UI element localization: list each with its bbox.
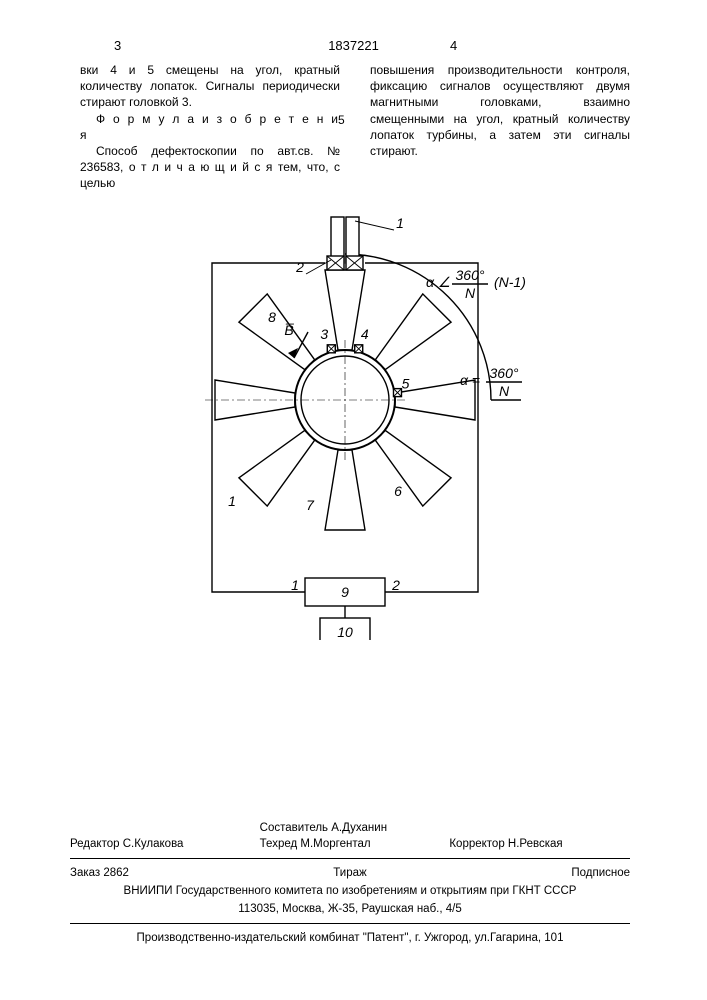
- svg-text:4: 4: [361, 326, 369, 342]
- column-left: вки 4 и 5 смещены на угол, кратный колич…: [80, 62, 340, 192]
- svg-text:1: 1: [291, 577, 299, 593]
- svg-text:2: 2: [295, 259, 304, 275]
- sep-2: [70, 923, 630, 924]
- institution-1: ВНИИПИ Государственного комитета по изоб…: [70, 883, 630, 899]
- svg-text:α ∠: α ∠: [426, 274, 450, 290]
- svg-text:N: N: [465, 285, 476, 301]
- page-number-left: 3: [114, 38, 121, 53]
- order-row: Заказ 2862 Тираж Подписное: [70, 865, 630, 881]
- svg-text:(N-1): (N-1): [494, 274, 526, 290]
- corrector: Корректор Н.Ревская: [449, 836, 630, 852]
- tech: Техред М.Моргентал: [260, 836, 450, 852]
- column-right: повышения производительности контроля, ф…: [370, 62, 630, 159]
- cred-right-blank: [449, 820, 630, 836]
- sep-1: [70, 858, 630, 859]
- svg-text:9: 9: [341, 584, 349, 600]
- order: Заказ 2862: [70, 865, 257, 881]
- svg-text:α =: α =: [460, 372, 480, 388]
- page-number-right: 4: [450, 38, 457, 53]
- compiler: Составитель А.Духанин: [260, 820, 450, 836]
- credits-row-2: Редактор С.Кулакова Техред М.Моргентал К…: [70, 836, 630, 852]
- formula-label: Ф о р м у л а и з о б р е т е н и я: [80, 111, 340, 143]
- svg-text:2: 2: [391, 577, 400, 593]
- svg-text:3: 3: [320, 326, 328, 342]
- svg-text:10: 10: [337, 624, 353, 640]
- svg-text:1: 1: [396, 215, 404, 231]
- credits-row-1: Составитель А.Духанин: [70, 820, 630, 836]
- para-left-2: Способ дефектоскопии по авт.св. № 236583…: [80, 143, 340, 192]
- svg-text:B̅: B̅: [284, 322, 295, 338]
- svg-text:8: 8: [268, 309, 276, 325]
- doc-number: 1837221: [0, 38, 707, 53]
- svg-text:360°: 360°: [456, 267, 485, 283]
- editor: Редактор С.Кулакова: [70, 836, 260, 852]
- institution-2: 113035, Москва, Ж-35, Раушская наб., 4/5: [70, 901, 630, 917]
- svg-text:360°: 360°: [490, 365, 519, 381]
- svg-text:1: 1: [228, 493, 236, 509]
- svg-text:5: 5: [402, 376, 410, 392]
- page: 1837221 3 4 5 вки 4 и 5 смещены на угол,…: [0, 0, 707, 1000]
- credits: Составитель А.Духанин Редактор С.Кулаков…: [70, 820, 630, 947]
- producer: Производственно-издательский комбинат "П…: [70, 930, 630, 946]
- para-right-1: повышения производительности контроля, ф…: [370, 62, 630, 159]
- subscription: Подписное: [443, 865, 630, 881]
- svg-text:7: 7: [306, 497, 315, 513]
- cred-left-blank: [70, 820, 260, 836]
- svg-text:6: 6: [394, 483, 402, 499]
- circulation: Тираж: [257, 865, 444, 881]
- figure-svg: 3 4 5 9 10 1 2 6 7 8 B̅ 1 2 1 α ∠ 360° N (N-1) α = 360° N: [140, 200, 560, 640]
- para-left-1: вки 4 и 5 смещены на угол, кратный колич…: [80, 62, 340, 111]
- svg-text:N: N: [499, 383, 510, 399]
- figure: 3 4 5 9 10 1 2 6 7 8 B̅ 1 2 1 α ∠ 360° N (N-1) α = 360° N: [140, 200, 560, 640]
